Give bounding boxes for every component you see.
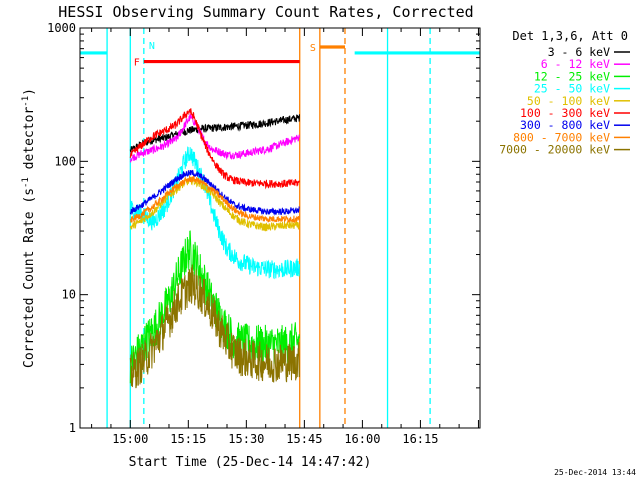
axes: 1 10 100 1000 15:00 15:15 15:30 15:45 16:00 16:15 [47, 21, 480, 446]
series-line [129, 146, 300, 280]
x-tick-label: 16:15 [402, 432, 438, 446]
flag-label: N [149, 41, 155, 52]
series-line [129, 176, 300, 232]
y-axis-label-end: ) [22, 88, 37, 96]
y-axis-label-main: Corrected Count Rate (s [22, 188, 37, 368]
flag-label: F [134, 58, 140, 69]
series-line [129, 114, 300, 163]
legend-entry-label: 300 - 800 keV [520, 118, 610, 132]
x-tick-label: 16:00 [344, 432, 380, 446]
x-axis-label: Start Time (25-Dec-14 14:47:42) [129, 455, 372, 470]
x-tick-label: 15:15 [170, 432, 206, 446]
series-line [129, 264, 300, 389]
legend-entry-label: 3 - 6 keV [548, 45, 610, 59]
legend-entry-label: 25 - 50 keV [534, 82, 610, 96]
footer-timestamp: 25-Dec-2014 13:44 [554, 468, 636, 477]
plot-area: FN S [80, 28, 480, 428]
y-axis-label-middle: detector [22, 107, 37, 178]
series-line [129, 114, 300, 153]
series-line [129, 108, 300, 190]
legend-entry-label: 6 - 12 keV [541, 57, 610, 71]
plot-frame [79, 27, 481, 429]
legend-header: Det 1,3,6, Att 0 [512, 29, 628, 43]
y-axis-label-superscript-1: -1 [21, 177, 31, 188]
y-tick-label: 1 [69, 421, 76, 435]
y-tick-label: 10 [62, 288, 76, 302]
legend-entry-label: 800 - 7000 keV [513, 130, 610, 144]
y-tick-label: 100 [54, 154, 76, 168]
legend-entry-label: 12 - 25 keV [534, 69, 610, 83]
legend-entry-label: 100 - 300 keV [520, 106, 610, 120]
legend-entry-label: 7000 - 20000 keV [499, 143, 610, 157]
legend-entry-label: 50 - 100 keV [527, 94, 610, 108]
series-line [129, 169, 300, 216]
series-line [129, 174, 300, 224]
y-axis-label-superscript-2: -1 [21, 96, 31, 107]
x-tick-label: 15:30 [228, 432, 264, 446]
x-tick-label: 15:45 [286, 432, 322, 446]
x-tick-label: 15:00 [112, 432, 148, 446]
flag-label: S [310, 43, 316, 54]
chart-title: HESSI Observing Summary Count Rates, Cor… [58, 3, 473, 21]
y-tick-label: 1000 [47, 21, 76, 35]
y-axis-label: Corrected Count Rate (s-1 detector-1) [21, 88, 37, 368]
